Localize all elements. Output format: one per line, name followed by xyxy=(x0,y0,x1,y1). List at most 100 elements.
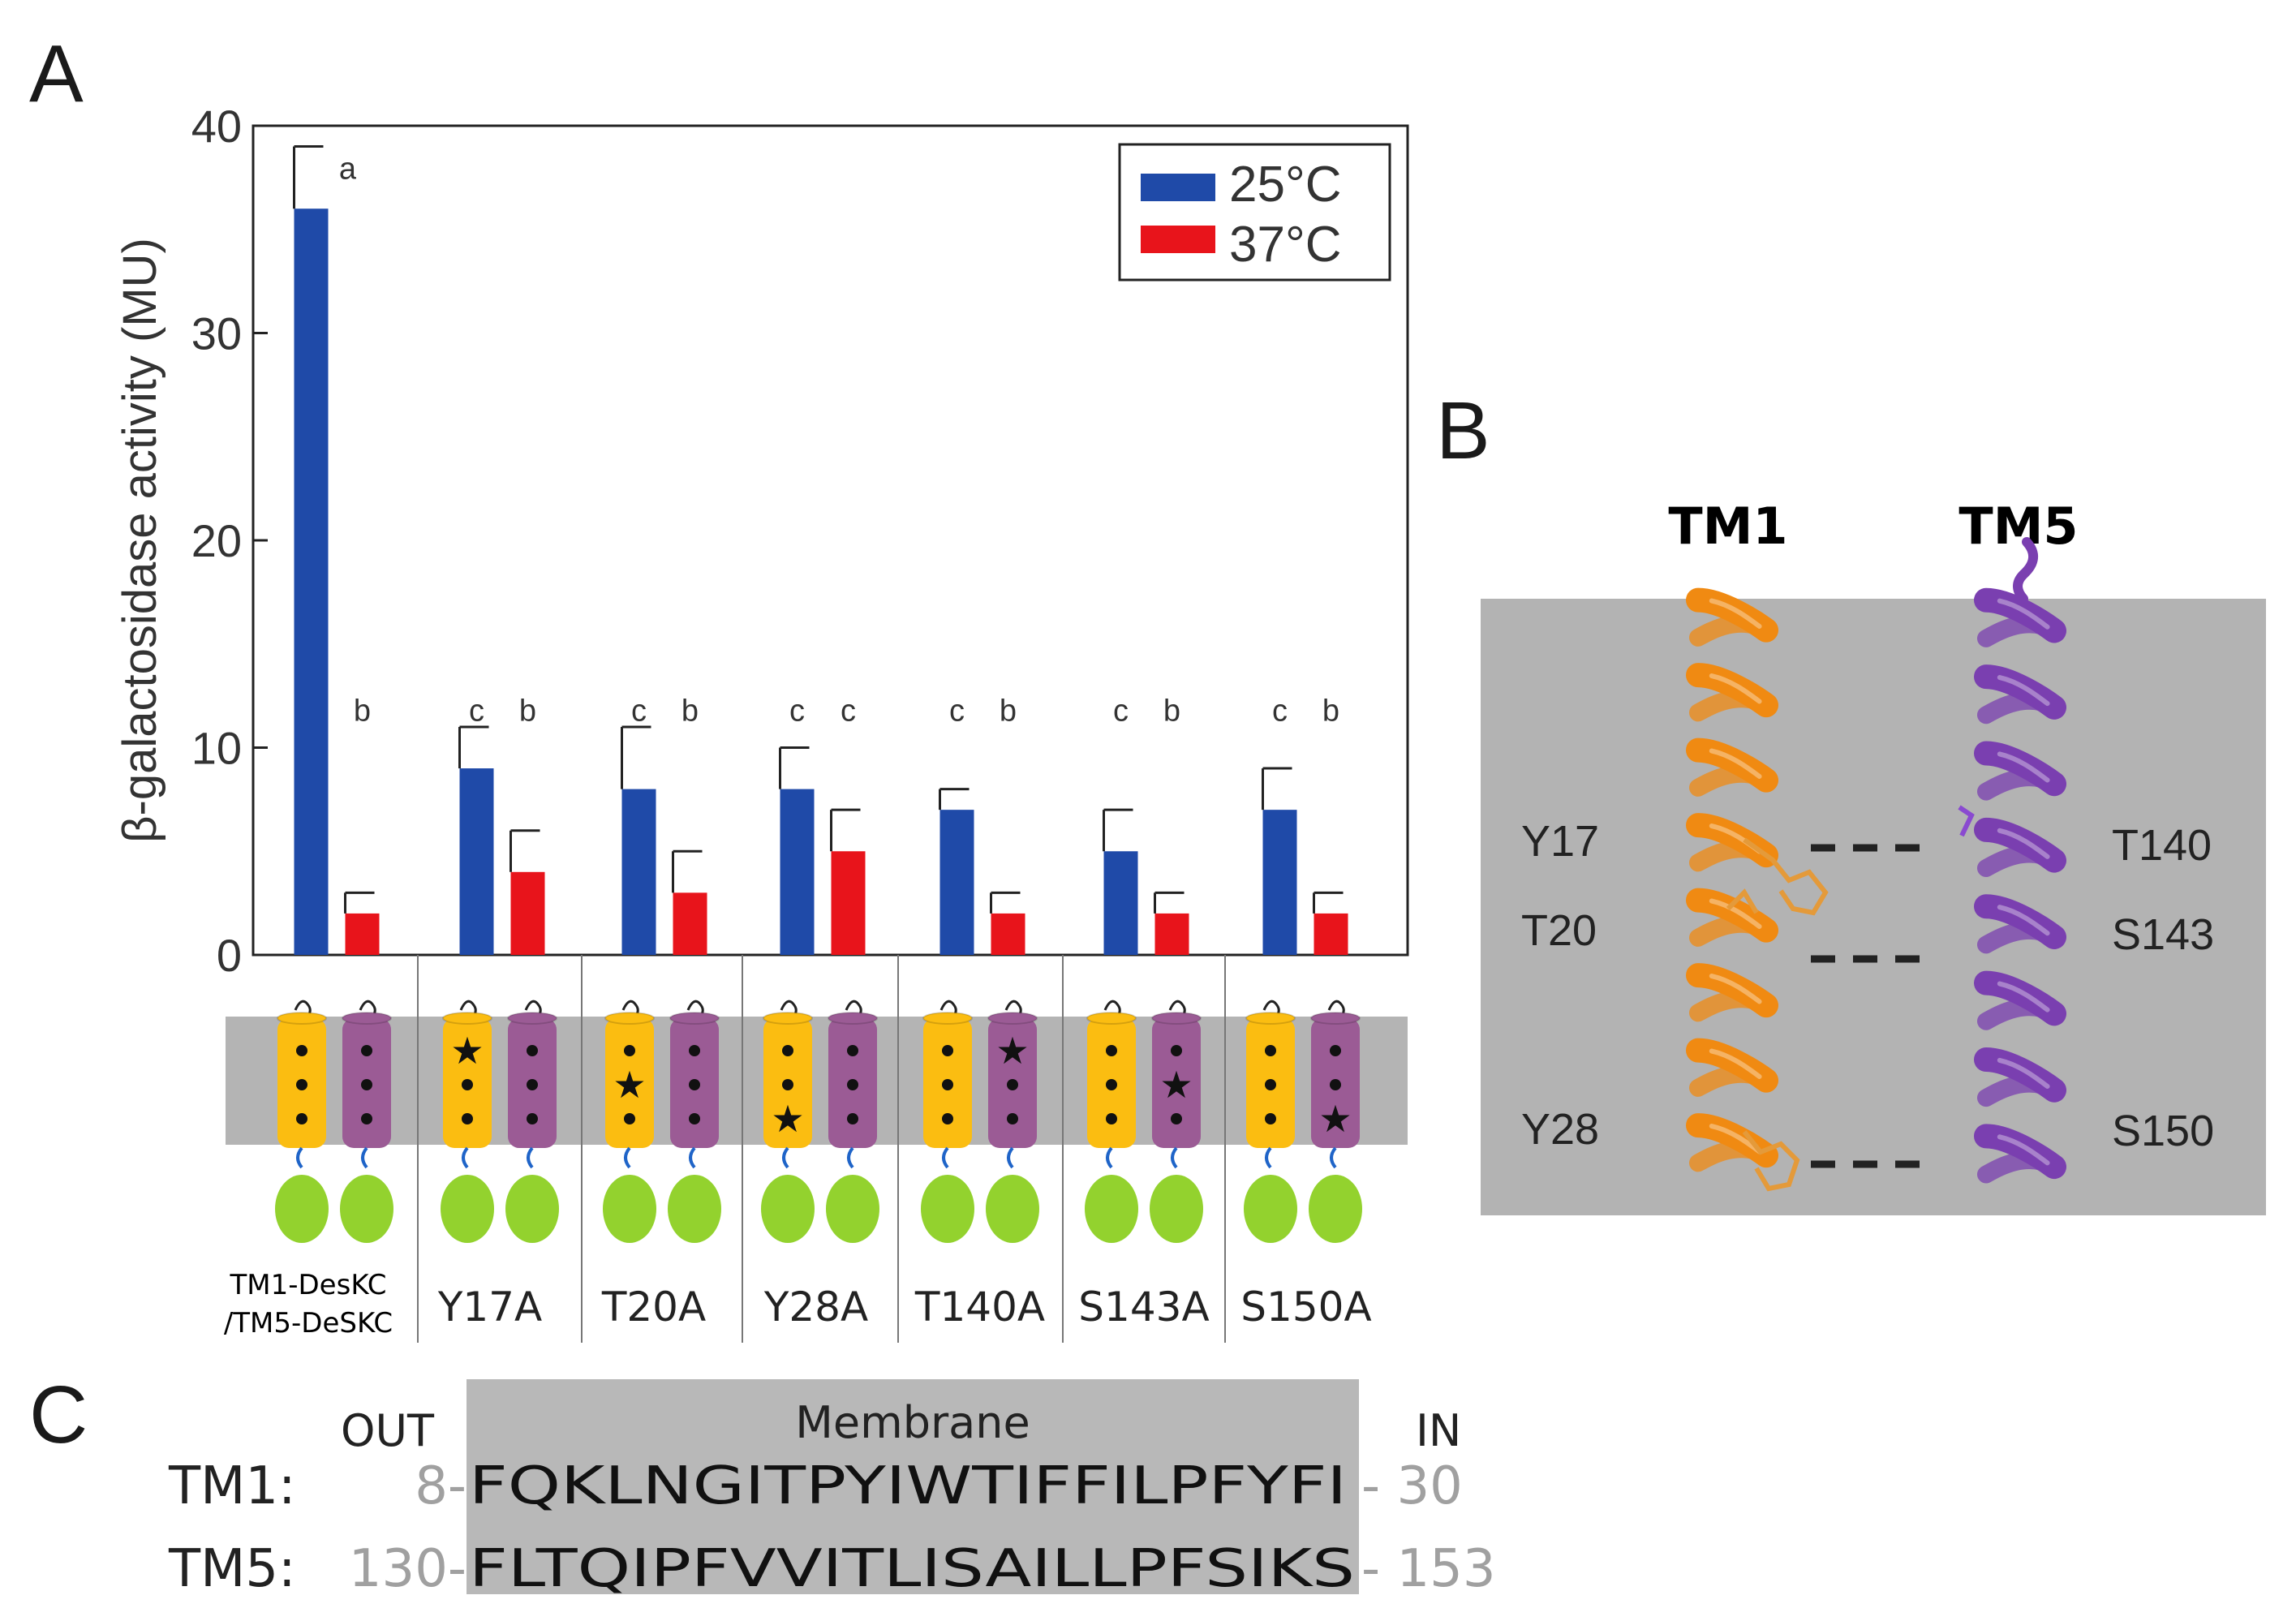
tm5-cylinder xyxy=(1152,1018,1201,1148)
tm1-ribbon-front xyxy=(1686,587,1778,643)
y-tick-label: 30 xyxy=(191,308,242,359)
y-tick-label: 20 xyxy=(191,515,242,566)
residue-dot xyxy=(1265,1045,1276,1056)
residue-dot xyxy=(296,1079,307,1090)
residue-s143: S143 xyxy=(2112,910,2214,959)
kinase-domain xyxy=(668,1175,721,1243)
bar-25c xyxy=(1103,851,1138,955)
kinase-domain xyxy=(1085,1175,1138,1243)
kinase-domain xyxy=(275,1175,329,1243)
residue-y28: Y28 xyxy=(1521,1105,1599,1154)
residue-dot xyxy=(689,1045,700,1056)
linker xyxy=(527,1146,534,1169)
residue-dot xyxy=(361,1113,372,1124)
sequence-panel: Membrane OUT IN TM1: 8- FQKLNGITPYIWTIFF… xyxy=(168,1379,1496,1599)
legend-label-37c: 37°C xyxy=(1229,217,1342,273)
linker xyxy=(689,1146,696,1169)
tm1-cylinder-top xyxy=(922,1012,973,1025)
kinase-domain xyxy=(921,1175,974,1243)
kinase-domain xyxy=(826,1175,879,1243)
category-label-t140a: T140A xyxy=(914,1283,1045,1331)
y17-sidechain xyxy=(1743,837,1829,916)
linker xyxy=(1007,1146,1014,1169)
residue-dot xyxy=(527,1113,538,1124)
category-label-s150a: S150A xyxy=(1240,1283,1371,1331)
out-label: OUT xyxy=(341,1405,435,1456)
bar-37c xyxy=(673,892,707,955)
panel-a-letter: A xyxy=(29,28,84,119)
tm5-ribbon-highlight xyxy=(1997,751,2050,783)
category-label-t20a: T20A xyxy=(601,1283,706,1331)
bar-25c xyxy=(459,768,494,955)
tm5-ribbon-front xyxy=(1974,741,2066,797)
linker xyxy=(942,1146,949,1169)
residue-dot xyxy=(1330,1079,1341,1090)
category-label-y28a: Y28A xyxy=(763,1283,868,1331)
tm5-ribbon-front xyxy=(1974,817,2066,873)
linker xyxy=(361,1146,368,1169)
tm5-cylinder-top xyxy=(828,1012,878,1025)
residue-dot xyxy=(847,1045,858,1056)
legend-swatch-37c xyxy=(1141,226,1215,253)
residue-dot xyxy=(527,1079,538,1090)
tm5-row-label: TM5: xyxy=(168,1539,296,1599)
tm1-ribbon-front xyxy=(1686,663,1778,718)
significance-letter: c xyxy=(469,694,484,728)
category-label-wt-sub: /TM5-DeSKC xyxy=(224,1307,393,1339)
residue-dot xyxy=(1106,1079,1117,1090)
kinase-domain xyxy=(603,1175,656,1243)
tm1-label: TM1 xyxy=(1668,497,1787,556)
significance-letter: b xyxy=(681,694,699,728)
tm1-cylinder xyxy=(605,1018,654,1148)
tm5-ribbon-highlight xyxy=(1997,598,2050,630)
bars: ab c b c b c c c b c b c b xyxy=(293,145,1348,955)
residue-y17: Y17 xyxy=(1521,817,1599,866)
tm1-end: - 30 xyxy=(1361,1456,1463,1516)
bar-37c xyxy=(991,913,1025,955)
tm1-cylinder-top xyxy=(1086,1012,1137,1025)
significance-letter: b xyxy=(1322,694,1339,728)
mutation-star-icon: ★ xyxy=(1318,1098,1352,1140)
tm5-cylinder-top xyxy=(507,1012,557,1025)
tm5-ribbon-front xyxy=(1974,664,2066,720)
residue-dot xyxy=(942,1079,953,1090)
significance-letter: c xyxy=(1272,694,1288,728)
tm5-cylinder-top xyxy=(1310,1012,1361,1025)
kinase-domain xyxy=(505,1175,559,1243)
membrane-shade xyxy=(467,1379,1359,1594)
significance-letter: b xyxy=(1163,694,1180,728)
bar-37c xyxy=(1314,913,1348,955)
legend-label-25c: 25°C xyxy=(1229,157,1342,213)
tm5-cylinder-top xyxy=(669,1012,720,1025)
mutation-star-icon: ★ xyxy=(613,1064,646,1106)
membrane-band xyxy=(226,1017,1408,1145)
linker xyxy=(1106,1146,1113,1169)
linker xyxy=(296,1146,303,1169)
in-label: IN xyxy=(1416,1405,1461,1456)
residue-dot xyxy=(782,1079,793,1090)
kinase-domain xyxy=(986,1175,1039,1243)
y-tick-label: 10 xyxy=(191,723,242,774)
residue-dot xyxy=(942,1045,953,1056)
y-tick-label: 0 xyxy=(217,930,242,981)
linker xyxy=(624,1146,631,1169)
tm5-ribbon-highlight xyxy=(1997,675,2050,707)
bar-25c xyxy=(939,810,974,955)
significance-letter: b xyxy=(1000,694,1017,728)
panel-c-letter: C xyxy=(29,1369,88,1460)
tm1-row-label: TM1: xyxy=(168,1456,296,1516)
bar-37c xyxy=(345,913,380,955)
linker xyxy=(1330,1146,1337,1169)
tm5-label: TM5 xyxy=(1958,497,2078,556)
tm1-ribbon-highlight xyxy=(1709,898,1762,929)
tm1-ribbon-highlight xyxy=(1709,598,1762,629)
y-tick-label: 40 xyxy=(191,101,242,152)
tm5-end: - 153 xyxy=(1361,1539,1496,1599)
significance-letter: b xyxy=(354,694,371,728)
tm1-sequence: FQKLNGITPYIWTIFFILPFYFI xyxy=(469,1456,1347,1516)
kinase-domain xyxy=(1244,1175,1297,1243)
residue-dot xyxy=(1106,1113,1117,1124)
residue-dot xyxy=(1265,1113,1276,1124)
kinase-domain xyxy=(1309,1175,1362,1243)
residue-dot xyxy=(527,1045,538,1056)
